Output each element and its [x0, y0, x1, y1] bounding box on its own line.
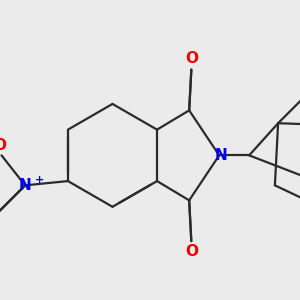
Text: +: +: [35, 175, 44, 185]
Text: O: O: [185, 51, 198, 66]
Text: O: O: [0, 138, 6, 153]
Text: N: N: [215, 148, 228, 163]
Text: N: N: [19, 178, 32, 193]
Text: O: O: [185, 244, 198, 259]
